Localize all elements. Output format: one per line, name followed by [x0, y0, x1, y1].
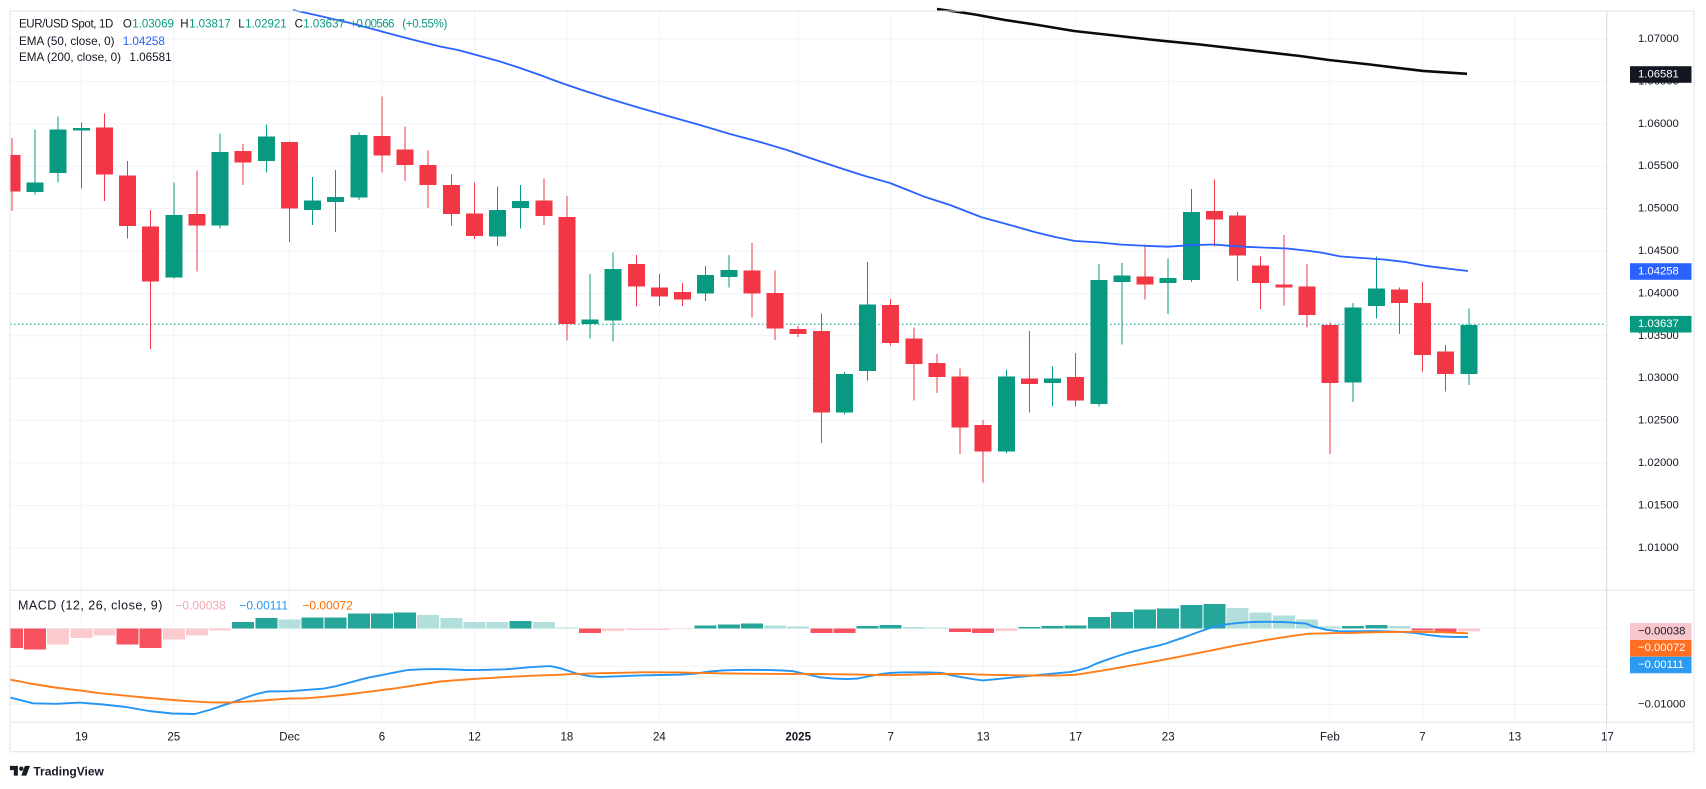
svg-text:−0.00111: −0.00111	[239, 599, 288, 613]
svg-text:1.05500: 1.05500	[1638, 160, 1679, 172]
svg-text:1.02500: 1.02500	[1638, 415, 1679, 427]
svg-text:TradingView: TradingView	[33, 764, 104, 778]
svg-text:(+0.55%): (+0.55%)	[402, 18, 447, 30]
svg-text:−0.00072: −0.00072	[1638, 642, 1685, 654]
svg-text:1.01000: 1.01000	[1638, 542, 1679, 554]
svg-text:C: C	[295, 18, 303, 30]
svg-text:1.05000: 1.05000	[1638, 203, 1679, 215]
svg-text:17: 17	[1069, 732, 1082, 744]
svg-text:1.06581: 1.06581	[129, 51, 171, 64]
svg-text:1.04000: 1.04000	[1638, 287, 1679, 299]
svg-text:17: 17	[1601, 732, 1614, 744]
svg-text:25: 25	[167, 732, 180, 744]
svg-text:1.03000: 1.03000	[1638, 372, 1679, 384]
svg-text:O: O	[123, 18, 132, 30]
svg-text:1.04258: 1.04258	[123, 35, 165, 48]
svg-text:13: 13	[977, 732, 990, 744]
svg-text:1.03637: 1.03637	[303, 18, 345, 30]
svg-text:L: L	[238, 18, 245, 30]
svg-text:+0.00566: +0.00566	[350, 18, 394, 30]
svg-text:1.03069: 1.03069	[132, 18, 174, 30]
svg-text:H: H	[180, 18, 188, 30]
svg-text:1.02000: 1.02000	[1638, 457, 1679, 469]
svg-text:2025: 2025	[785, 732, 811, 744]
svg-text:1.06000: 1.06000	[1638, 118, 1679, 130]
svg-text:18: 18	[561, 732, 574, 744]
svg-text:−0.01000: −0.01000	[1638, 698, 1685, 710]
svg-text:Dec: Dec	[279, 732, 300, 744]
svg-text:7: 7	[1419, 732, 1425, 744]
svg-text:6: 6	[379, 732, 385, 744]
svg-text:12: 12	[468, 732, 481, 744]
svg-text:MACD (12, 26, close, 9): MACD (12, 26, close, 9)	[18, 599, 163, 613]
svg-text:EMA (200, close, 0): EMA (200, close, 0)	[19, 51, 121, 64]
svg-text:19: 19	[75, 732, 88, 744]
svg-text:1.04258: 1.04258	[1638, 266, 1679, 278]
svg-text:1.01500: 1.01500	[1638, 499, 1679, 511]
svg-text:1.03637: 1.03637	[1638, 318, 1679, 330]
svg-text:1.07000: 1.07000	[1638, 33, 1679, 45]
svg-text:−0.00072: −0.00072	[302, 599, 353, 613]
svg-text:1.04500: 1.04500	[1638, 245, 1679, 257]
svg-text:24: 24	[653, 732, 666, 744]
svg-text:EMA (50, close, 0): EMA (50, close, 0)	[19, 35, 115, 48]
svg-text:EUR/USD Spot, 1D: EUR/USD Spot, 1D	[19, 18, 113, 30]
svg-text:−0.00038: −0.00038	[175, 599, 226, 613]
svg-text:13: 13	[1508, 732, 1521, 744]
svg-text:1.02921: 1.02921	[245, 18, 287, 30]
svg-text:1.03817: 1.03817	[189, 18, 231, 30]
svg-text:23: 23	[1162, 732, 1175, 744]
svg-text:−0.00038: −0.00038	[1638, 625, 1685, 637]
svg-text:1.03500: 1.03500	[1638, 330, 1679, 342]
svg-text:7: 7	[887, 732, 893, 744]
svg-text:−0.00111: −0.00111	[1638, 659, 1684, 671]
svg-text:1.06581: 1.06581	[1638, 69, 1679, 81]
svg-text:Feb: Feb	[1320, 732, 1340, 744]
